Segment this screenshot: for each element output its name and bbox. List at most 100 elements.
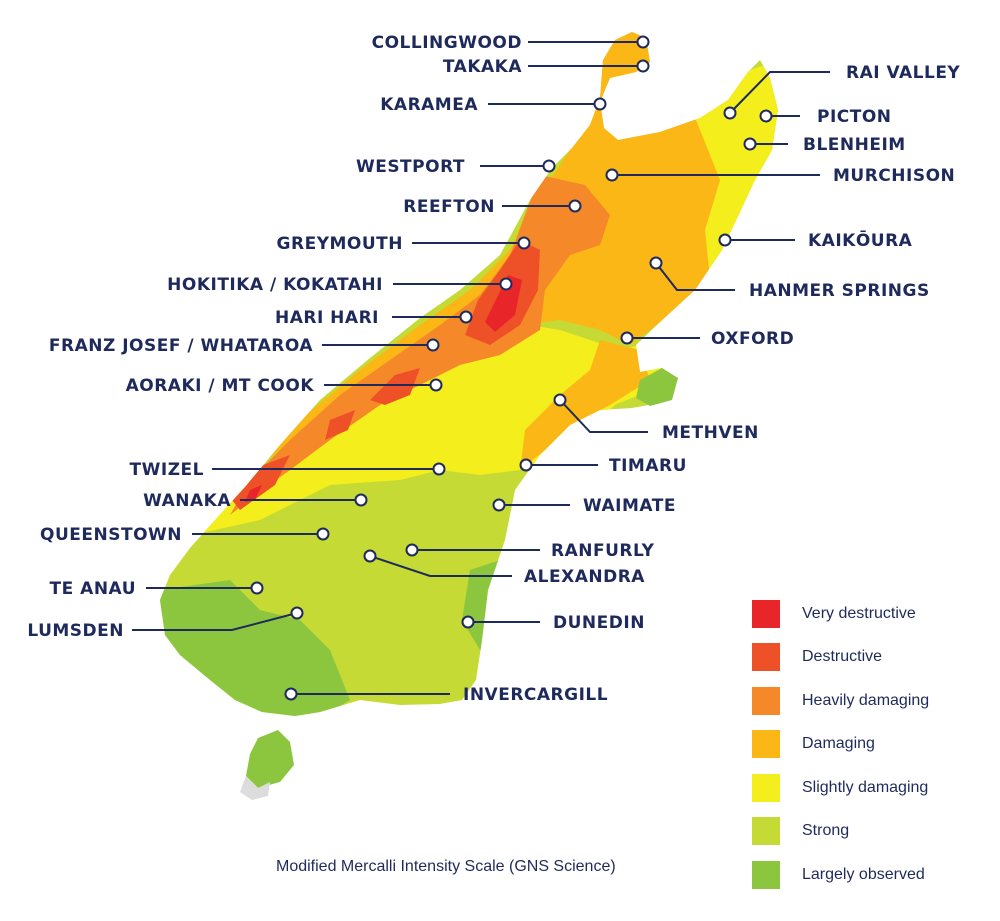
place-franzjosef[interactable]: FRANZ JOSEF / WHATAROA — [49, 336, 440, 356]
collingwood-label: COLLINGWOOD — [372, 33, 522, 53]
legend-label: Very destructive — [802, 604, 916, 622]
kaikoura-marker[interactable] — [718, 233, 732, 247]
place-teanau[interactable]: TE ANAU — [50, 579, 264, 599]
place-queenstown[interactable]: QUEENSTOWN — [40, 525, 330, 545]
place-hokitika[interactable]: HOKITIKA / KOKATAHI — [167, 275, 513, 295]
legend-swatch — [752, 686, 780, 715]
place-ranfurly[interactable]: RANFURLY — [405, 541, 655, 561]
murchison-marker[interactable] — [605, 168, 619, 182]
westport-marker[interactable] — [542, 159, 556, 173]
timaru-label: TIMARU — [609, 456, 687, 476]
place-markers: COLLINGWOOD TAKAKA KARAMEA WESTPORT REEF… — [27, 33, 960, 705]
wanaka-marker[interactable] — [354, 493, 368, 507]
greymouth-marker[interactable] — [517, 236, 531, 250]
legend-swatch — [752, 730, 780, 759]
place-twizel[interactable]: TWIZEL — [130, 460, 446, 480]
place-wanaka[interactable]: WANAKA — [143, 491, 368, 511]
reefton-label: REEFTON — [403, 197, 495, 217]
murchison-label: MURCHISON — [833, 166, 955, 186]
legend-item: Heavily damaging — [752, 679, 992, 723]
hanmer-label: HANMER SPRINGS — [749, 281, 930, 301]
legend-swatch — [752, 773, 780, 802]
alexandra-label: ALEXANDRA — [524, 567, 645, 587]
twizel-marker[interactable] — [432, 462, 446, 476]
place-aoraki[interactable]: AORAKI / MT COOK — [126, 376, 443, 396]
waimate-marker[interactable] — [492, 498, 506, 512]
legend-item: Strong — [752, 810, 992, 854]
place-collingwood[interactable]: COLLINGWOOD — [372, 33, 650, 53]
aoraki-marker[interactable] — [429, 378, 443, 392]
place-karamea[interactable]: KARAMEA — [380, 95, 607, 115]
legend-swatch — [752, 860, 780, 889]
queenstown-marker[interactable] — [316, 527, 330, 541]
waimate-label: WAIMATE — [583, 496, 676, 516]
timaru-marker[interactable] — [519, 458, 533, 472]
legend-swatch — [752, 817, 780, 846]
place-raivalley[interactable]: RAI VALLEY — [723, 63, 961, 120]
place-dunedin[interactable]: DUNEDIN — [461, 613, 645, 633]
harihari-marker[interactable] — [459, 310, 473, 324]
teanau-marker[interactable] — [250, 581, 264, 595]
methven-marker[interactable] — [553, 393, 567, 407]
teanau-label: TE ANAU — [50, 579, 136, 599]
source-note: Modified Mercalli Intensity Scale (GNS S… — [276, 858, 616, 875]
place-blenheim[interactable]: BLENHEIM — [743, 135, 906, 155]
place-timaru[interactable]: TIMARU — [519, 456, 687, 476]
franzjosef-marker[interactable] — [426, 338, 440, 352]
hokitika-label: HOKITIKA / KOKATAHI — [167, 275, 383, 295]
methven-label: METHVEN — [662, 423, 759, 443]
aoraki-label: AORAKI / MT COOK — [126, 376, 315, 396]
oxford-marker[interactable] — [620, 331, 634, 345]
place-invercargill[interactable]: INVERCARGILL — [284, 685, 609, 705]
lumsden-marker[interactable] — [290, 606, 304, 620]
alexandra-marker[interactable] — [363, 549, 377, 563]
karamea-label: KARAMEA — [380, 95, 478, 115]
place-oxford[interactable]: OXFORD — [620, 329, 795, 349]
invercargill-marker[interactable] — [284, 687, 298, 701]
legend-item: Largely observed — [752, 853, 992, 897]
place-picton[interactable]: PICTON — [759, 107, 892, 127]
legend-label: Largely observed — [802, 865, 925, 883]
picton-marker[interactable] — [759, 109, 773, 123]
raivalley-marker[interactable] — [723, 106, 737, 120]
harihari-label: HARI HARI — [275, 308, 379, 328]
place-kaikoura[interactable]: KAIKŌURA — [718, 229, 913, 251]
picton-label: PICTON — [817, 107, 892, 127]
twizel-label: TWIZEL — [130, 460, 204, 480]
ranfurly-marker[interactable] — [405, 543, 419, 557]
karamea-marker[interactable] — [593, 97, 607, 111]
legend-swatch — [752, 599, 780, 628]
collingwood-marker[interactable] — [636, 35, 650, 49]
franzjosef-label: FRANZ JOSEF / WHATAROA — [49, 336, 313, 356]
legend-item: Very destructive — [752, 592, 992, 636]
ranfurly-label: RANFURLY — [551, 541, 655, 561]
place-murchison[interactable]: MURCHISON — [605, 166, 956, 186]
place-lumsden[interactable]: LUMSDEN — [27, 606, 304, 642]
hokitika-marker[interactable] — [499, 277, 513, 291]
legend-label: Damaging — [802, 735, 875, 753]
place-harihari[interactable]: HARI HARI — [275, 308, 473, 328]
legend-label: Destructive — [802, 648, 883, 666]
legend-swatch — [752, 643, 780, 672]
place-greymouth[interactable]: GREYMOUTH — [277, 234, 531, 254]
blenheim-marker[interactable] — [743, 137, 757, 151]
place-reefton[interactable]: REEFTON — [403, 197, 582, 217]
legend-item: Destructive — [752, 636, 992, 680]
place-alexandra[interactable]: ALEXANDRA — [363, 549, 646, 588]
takaka-marker[interactable] — [636, 59, 650, 73]
place-waimate[interactable]: WAIMATE — [492, 496, 676, 516]
reefton-marker[interactable] — [568, 199, 582, 213]
place-hanmer[interactable]: HANMER SPRINGS — [649, 256, 930, 302]
legend-item: Slightly damaging — [752, 766, 992, 810]
place-westport[interactable]: WESTPORT — [356, 157, 556, 177]
lumsden-label: LUMSDEN — [27, 621, 124, 641]
legend-label: Slightly damaging — [802, 778, 929, 796]
dunedin-marker[interactable] — [461, 615, 475, 629]
place-takaka[interactable]: TAKAKA — [443, 57, 650, 77]
place-methven[interactable]: METHVEN — [553, 393, 759, 444]
westport-label: WESTPORT — [356, 157, 465, 177]
hanmer-marker[interactable] — [649, 256, 663, 270]
queenstown-label: QUEENSTOWN — [40, 525, 182, 545]
legend-label: Heavily damaging — [802, 691, 930, 709]
